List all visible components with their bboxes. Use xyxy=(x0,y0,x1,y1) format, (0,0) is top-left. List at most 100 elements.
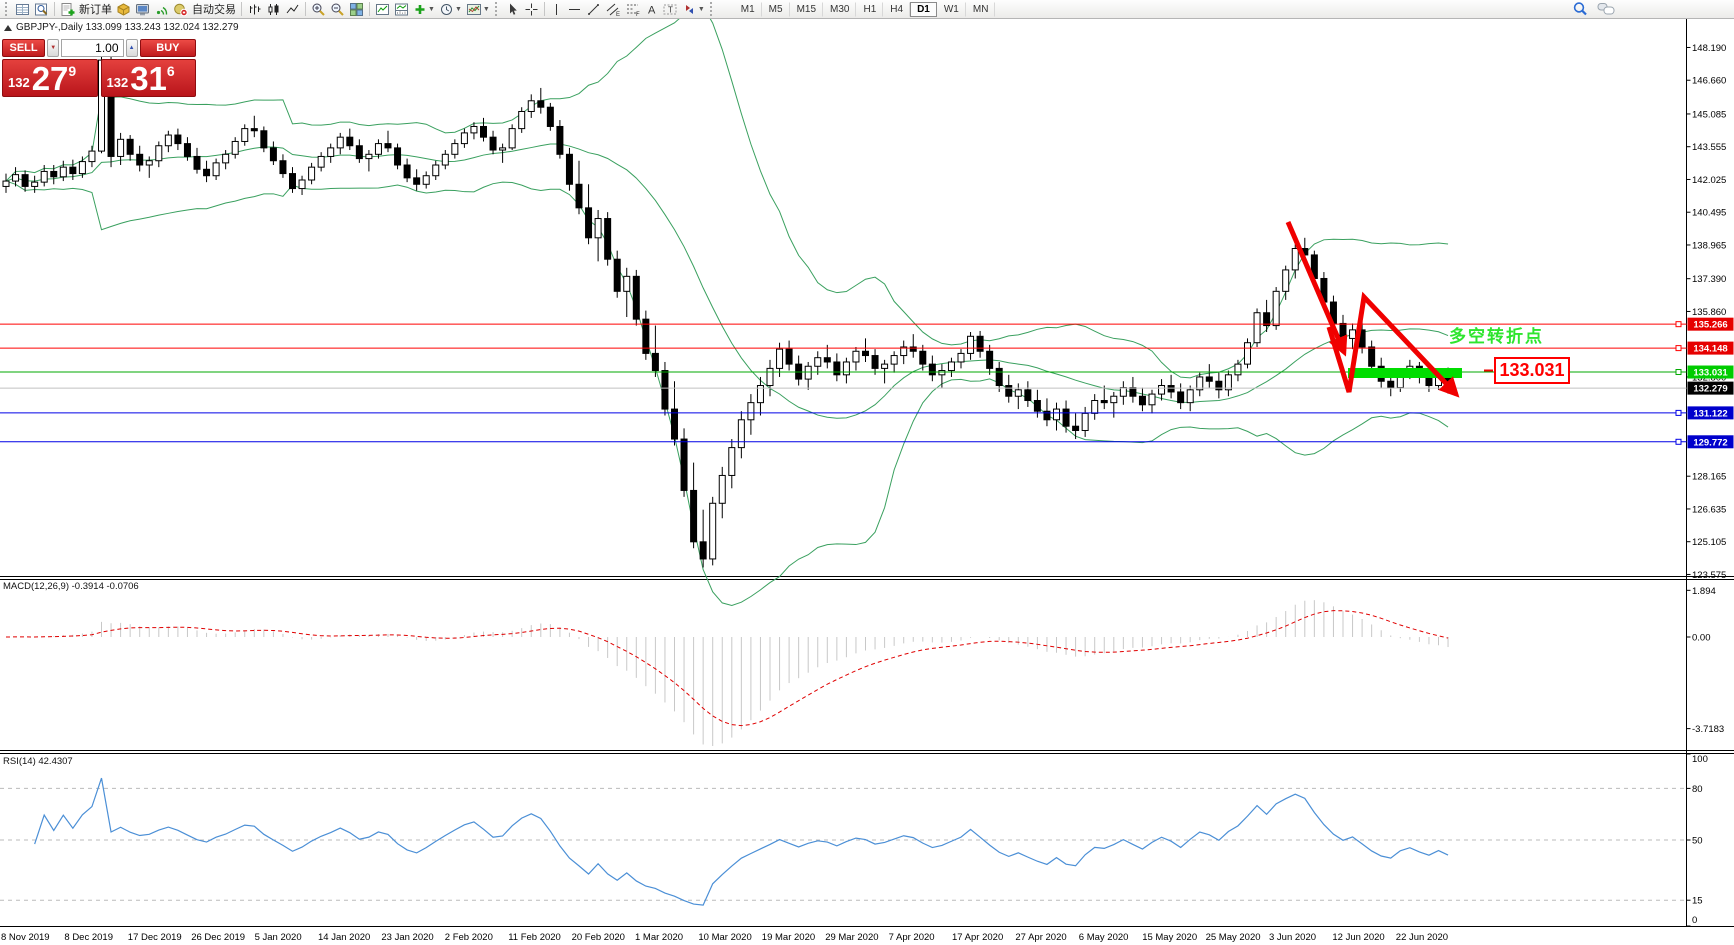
turning-point-annotation[interactable]: 多空转折点 xyxy=(1449,327,1544,346)
bar-chart-button[interactable] xyxy=(245,1,264,17)
macd-tick-label: -3.7183 xyxy=(1692,724,1724,735)
date-label: 5 Jan 2020 xyxy=(255,932,302,943)
price-tag-label: 134.148 xyxy=(1693,344,1727,355)
text-tool-button[interactable]: A xyxy=(643,1,660,17)
timeframe-button-W1[interactable]: W1 xyxy=(937,1,966,17)
candle xyxy=(604,218,612,260)
candle xyxy=(88,150,96,163)
signals-button[interactable] xyxy=(152,1,171,17)
candle xyxy=(1005,385,1013,397)
candle xyxy=(575,183,583,209)
equidistant-channel-tool-button[interactable]: E xyxy=(603,1,623,17)
candle xyxy=(308,166,316,181)
rsi-levels xyxy=(0,787,1687,901)
timeframe-button-D1[interactable]: D1 xyxy=(910,1,937,17)
trendline-tool-button[interactable] xyxy=(584,1,603,17)
candle xyxy=(776,348,784,369)
macd-indicator-label: MACD(12,26,9) -0.3914 -0.0706 xyxy=(3,581,139,592)
crosshair-tool-button[interactable] xyxy=(522,1,541,17)
candle xyxy=(1167,385,1175,393)
text-label-tool-button[interactable]: T xyxy=(660,1,680,17)
market-watch-icon xyxy=(15,2,30,17)
pane-borders xyxy=(0,19,1734,927)
candle xyxy=(709,502,717,560)
sell-button[interactable]: SELL xyxy=(2,39,46,57)
candle xyxy=(298,179,306,190)
buy-price-prefix: 132 xyxy=(106,75,129,90)
volume-increase-button[interactable]: ▲ xyxy=(125,39,138,57)
data-window-button[interactable] xyxy=(32,1,51,17)
sell-price-display[interactable]: 132 27 9 xyxy=(2,59,98,97)
volume-input[interactable]: 1.00 xyxy=(61,39,124,57)
timeframe-button-MN[interactable]: MN xyxy=(966,1,996,17)
candle xyxy=(1263,312,1271,327)
candle xyxy=(355,145,363,160)
horizontal-lines[interactable]: 135.266 134.148 133.031 132.279 131.122 129.7… xyxy=(0,317,1734,449)
candle xyxy=(145,160,153,166)
history-box-icon xyxy=(116,2,131,17)
candle xyxy=(1091,400,1099,414)
candle xyxy=(1053,408,1060,421)
zoom-out-button[interactable] xyxy=(328,1,347,17)
candle xyxy=(833,361,841,376)
timeframe-button-M30[interactable]: M30 xyxy=(823,1,857,17)
candle xyxy=(565,153,573,185)
candle xyxy=(594,218,602,239)
chat-icon[interactable] xyxy=(1597,1,1617,22)
green-highlight-bar[interactable] xyxy=(1348,368,1462,378)
arrows-tool-button[interactable]: ▼ xyxy=(680,1,707,17)
candle xyxy=(1205,376,1213,382)
tile-windows-button[interactable] xyxy=(347,1,366,17)
history-center-button[interactable] xyxy=(114,1,133,17)
horizontal-line-tool-button[interactable] xyxy=(565,1,584,17)
market-watch-button[interactable] xyxy=(13,1,32,17)
autotrading-button[interactable]: 自动交易 xyxy=(171,1,238,17)
price-tag xyxy=(1687,435,1734,449)
cursor-tool-button[interactable] xyxy=(503,1,522,17)
macd-tick-label: 1.894 xyxy=(1692,586,1716,597)
rsi-line xyxy=(34,777,1449,906)
toolbar-separator xyxy=(241,2,242,16)
price-tick-label: 143.555 xyxy=(1692,142,1726,153)
candle xyxy=(50,170,58,178)
buy-price-display[interactable]: 132 31 6 xyxy=(100,59,196,97)
timeframe-button-H1[interactable]: H1 xyxy=(856,1,884,17)
line-chart-button[interactable] xyxy=(283,1,302,17)
timeframe-button-H4[interactable]: H4 xyxy=(883,1,911,17)
volume-decrease-button[interactable]: ▼ xyxy=(47,39,60,57)
macd-pane: 1.894 0.00 -3.7183 xyxy=(5,586,1724,746)
timeframe-button-M5[interactable]: M5 xyxy=(762,1,790,17)
template-button[interactable]: ▼ xyxy=(464,1,492,17)
rsi-tick-label: 80 xyxy=(1692,784,1703,795)
red-zigzag-arrow[interactable] xyxy=(1326,291,1460,398)
indicators-button[interactable] xyxy=(373,1,392,17)
candle xyxy=(480,125,487,138)
timeframe-button-M15[interactable]: M15 xyxy=(790,1,824,17)
timeframe-button-M1[interactable]: M1 xyxy=(734,1,762,17)
red-trend-arrow[interactable] xyxy=(1285,221,1348,357)
terminal-button[interactable] xyxy=(133,1,152,17)
period-clock-button[interactable]: ▼ xyxy=(437,1,464,17)
price-callout-box[interactable]: 133.031 xyxy=(1494,357,1570,384)
add-indicator-button[interactable]: ▼ xyxy=(411,1,437,17)
chart-drawings[interactable] xyxy=(1285,221,1493,398)
bar-chart-icon xyxy=(247,2,262,17)
zoom-in-button[interactable] xyxy=(309,1,328,17)
candlestick-chart-button[interactable] xyxy=(264,1,283,17)
toolbar-separator xyxy=(305,2,306,16)
buy-button[interactable]: BUY xyxy=(139,39,196,57)
candle xyxy=(413,177,421,185)
search-icon[interactable] xyxy=(1572,1,1589,22)
indicator-window-button[interactable] xyxy=(392,1,411,17)
toolbar-grip[interactable] xyxy=(709,2,715,16)
candle xyxy=(527,100,535,112)
candle xyxy=(585,207,593,239)
fibonacci-tool-button[interactable]: F xyxy=(623,1,643,17)
vertical-line-tool-button[interactable] xyxy=(548,1,565,17)
candle xyxy=(1024,389,1032,402)
toolbar-grip[interactable] xyxy=(494,2,500,16)
new-order-button[interactable]: 新订单 xyxy=(58,1,114,17)
candle xyxy=(623,275,631,292)
toolbar-grip[interactable] xyxy=(5,2,10,16)
